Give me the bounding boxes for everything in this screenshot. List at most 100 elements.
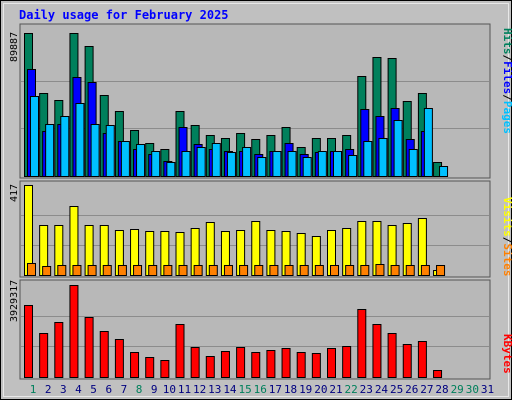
bar-sites-day-23 xyxy=(360,265,370,276)
bar-sites-day-14 xyxy=(223,265,233,276)
bar-kbytes-day-15 xyxy=(236,347,246,378)
legend-sep-1: / xyxy=(501,55,512,62)
bar-kbytes-day-1 xyxy=(24,305,33,378)
bar-kbytes-day-9 xyxy=(145,357,155,378)
bar-pages-day-1 xyxy=(30,96,39,177)
bar-kbytes-day-4 xyxy=(69,285,79,378)
bar-pages-day-8 xyxy=(136,144,146,177)
bar-kbytes-day-13 xyxy=(205,356,215,378)
bar-sites-day-17 xyxy=(269,265,279,276)
bar-pages-day-17 xyxy=(272,151,282,177)
kbytes-bars xyxy=(24,285,443,378)
bar-kbytes-day-10 xyxy=(160,360,170,378)
chart-title: Daily usage for February 2025 xyxy=(19,8,229,22)
bar-pages-day-21 xyxy=(333,151,342,177)
bar-visits-day-1 xyxy=(24,185,33,276)
day-label-27: 27 xyxy=(420,383,433,396)
chart-inner-frame xyxy=(3,3,509,397)
day-labels: 1 2 3 4 5 6 7 8 9 10 11 12 13 14 15 16 17 18 19 20 21 22 23 24 2… xyxy=(30,383,494,396)
bar-kbytes-day-21 xyxy=(327,348,336,378)
day-label-10: 10 xyxy=(163,383,176,396)
bar-sites-day-21 xyxy=(330,265,339,276)
legend-top: Hits/Files/Pages xyxy=(501,28,512,134)
bar-pages-day-25 xyxy=(393,120,403,177)
day-label-1: 1 xyxy=(30,383,37,396)
day-label-9: 9 xyxy=(151,383,158,396)
day-label-17: 17 xyxy=(269,383,282,396)
day-label-24: 24 xyxy=(375,383,389,396)
day-label-14: 14 xyxy=(223,383,237,396)
bar-pages-day-13 xyxy=(211,143,221,177)
bar-sites-day-16 xyxy=(254,265,264,276)
bar-kbytes-day-20 xyxy=(311,353,321,378)
bar-sites-day-15 xyxy=(239,265,249,276)
bar-sites-day-22 xyxy=(345,265,355,276)
day-label-21: 21 xyxy=(329,383,342,396)
day-label-25: 25 xyxy=(390,383,403,396)
legend-middle: Visits/Sites xyxy=(501,197,512,277)
bar-pages-day-6 xyxy=(105,125,115,177)
y-max-label-middle: 417 xyxy=(9,184,20,202)
bar-pages-day-12 xyxy=(196,147,206,177)
bar-pages-day-20 xyxy=(317,151,327,177)
y-max-label-top: 89887 xyxy=(9,32,20,62)
legend-sep-2: / xyxy=(501,94,512,101)
day-label-29: 29 xyxy=(451,383,464,396)
legend-pages: Pages xyxy=(501,101,512,134)
day-label-6: 6 xyxy=(105,383,112,396)
day-label-5: 5 xyxy=(90,383,97,396)
day-label-3: 3 xyxy=(60,383,67,396)
bar-pages-day-15 xyxy=(242,147,252,177)
bar-sites-day-28 xyxy=(436,265,446,276)
bar-kbytes-day-12 xyxy=(190,347,200,378)
bar-sites-day-12 xyxy=(193,265,203,276)
bar-pages-day-26 xyxy=(408,149,418,177)
bar-sites-day-18 xyxy=(284,265,294,276)
bar-kbytes-day-5 xyxy=(84,317,94,378)
bar-pages-day-19 xyxy=(302,157,312,177)
bar-kbytes-day-25 xyxy=(387,333,397,378)
day-label-30: 30 xyxy=(466,383,479,396)
bar-sites-day-7 xyxy=(117,265,127,276)
day-label-28: 28 xyxy=(435,383,448,396)
bar-sites-day-5 xyxy=(87,265,97,276)
bar-pages-day-28 xyxy=(439,166,449,177)
day-label-7: 7 xyxy=(121,383,128,396)
bar-sites-day-20 xyxy=(314,265,324,276)
bar-kbytes-day-2 xyxy=(39,333,49,378)
bar-pages-day-23 xyxy=(363,141,373,177)
bar-sites-day-25 xyxy=(390,265,400,276)
day-label-18: 18 xyxy=(284,383,297,396)
bar-kbytes-day-7 xyxy=(114,339,124,378)
day-label-16: 16 xyxy=(254,383,267,396)
bar-kbytes-day-8 xyxy=(130,352,140,378)
legend-sep-3: / xyxy=(501,237,512,244)
bar-kbytes-day-28 xyxy=(433,370,443,378)
bar-sites-day-4 xyxy=(72,265,82,276)
day-label-8: 8 xyxy=(136,383,143,396)
bar-pages-day-16 xyxy=(257,157,267,177)
bar-kbytes-day-24 xyxy=(372,324,382,378)
day-label-12: 12 xyxy=(193,383,206,396)
day-label-26: 26 xyxy=(405,383,418,396)
bar-sites-day-27 xyxy=(420,265,430,276)
bar-pages-day-18 xyxy=(287,151,297,177)
bar-pages-day-7 xyxy=(120,141,130,177)
bar-pages-day-2 xyxy=(45,124,55,177)
bar-kbytes-day-14 xyxy=(220,351,230,378)
bar-kbytes-day-18 xyxy=(281,348,291,378)
legend-files: Files xyxy=(501,61,512,94)
visits-sites-bars xyxy=(24,185,446,276)
day-label-22: 22 xyxy=(345,383,358,396)
bar-sites-day-8 xyxy=(133,265,143,276)
bar-sites-day-26 xyxy=(405,265,415,276)
bar-pages-day-27 xyxy=(423,108,433,177)
bar-sites-day-11 xyxy=(178,265,188,276)
bar-pages-day-22 xyxy=(348,155,358,177)
bar-kbytes-day-22 xyxy=(342,346,352,378)
day-label-20: 20 xyxy=(314,383,327,396)
bar-kbytes-day-16 xyxy=(251,352,261,378)
day-label-2: 2 xyxy=(45,383,52,396)
bar-sites-day-2 xyxy=(42,266,52,276)
